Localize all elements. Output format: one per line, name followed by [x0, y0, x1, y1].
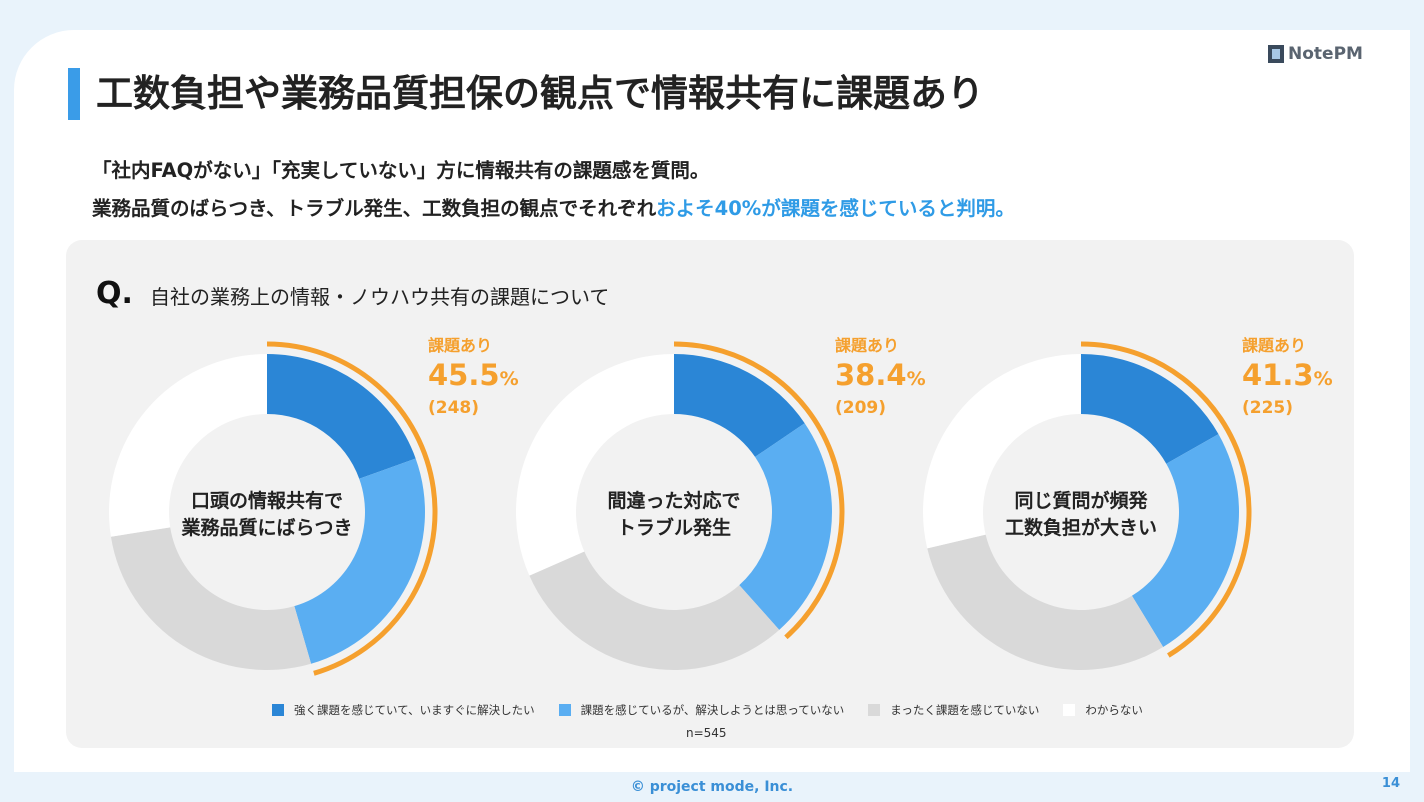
- donut-3-slice-2: [1131, 434, 1239, 647]
- donut-3-highlight-arc: [1080, 341, 1252, 658]
- subtitle-highlight: およそ40%が課題を感じていると判明。: [656, 197, 1015, 220]
- legend: 強く課題を感じていて、いますぐに解決したい 課題を感じているが、解決しようとは思…: [272, 702, 1167, 718]
- annotation-unit: %: [499, 368, 519, 390]
- donut-1-slice-1: [267, 354, 416, 479]
- legend-item: まったく課題を感じていない: [868, 702, 1039, 718]
- annotation-value: 41.3: [1242, 358, 1314, 392]
- title-accent-bar: [68, 68, 80, 120]
- annotation-percent: 38.4%: [835, 356, 926, 398]
- annotation-chart-1: 課題あり 45.5% (248): [428, 332, 519, 418]
- logo-text: NotePM: [1288, 44, 1363, 64]
- donut-3-slice-4: [923, 354, 1081, 549]
- donut-2-slice-3: [529, 551, 780, 671]
- annotation-label: 課題あり: [1242, 336, 1307, 355]
- center-label-line: 工数負担が大きい: [1004, 517, 1157, 539]
- annotation-label: 課題あり: [428, 336, 493, 355]
- annotation-chart-3: 課題あり 41.3% (225): [1242, 332, 1333, 418]
- donut-1-slice-3: [110, 527, 312, 670]
- donut-1-highlight-arc: [266, 341, 438, 676]
- donut-2-highlight-arc: [673, 341, 845, 640]
- center-label-chart-2: 間違った対応で トラブル発生: [564, 488, 784, 542]
- annotation-label: 課題あり: [835, 336, 900, 355]
- annotation-unit: %: [1313, 368, 1333, 390]
- legend-item: わからない: [1063, 702, 1143, 718]
- annotation-value: 45.5: [428, 358, 500, 392]
- annotation-count: (225): [1242, 398, 1294, 418]
- legend-label: 強く課題を感じていて、いますぐに解決したい: [294, 703, 535, 717]
- center-label-line: トラブル発生: [616, 517, 731, 539]
- center-label-line: 口頭の情報共有で: [190, 490, 343, 512]
- donut-3-slice-3: [927, 534, 1164, 670]
- legend-label: まったく課題を感じていない: [890, 703, 1040, 717]
- center-label-chart-3: 同じ質問が頻発 工数負担が大きい: [971, 488, 1191, 542]
- legend-item: 強く課題を感じていて、いますぐに解決したい: [272, 702, 535, 718]
- center-label-line: 同じ質問が頻発: [1014, 490, 1148, 512]
- page-number: 14: [1381, 776, 1400, 791]
- donut-2-slice-1: [674, 354, 805, 457]
- donut-3-slice-1: [1081, 354, 1219, 464]
- annotation-percent: 45.5%: [428, 356, 519, 398]
- legend-label: 課題を感じているが、解決しようとは思っていない: [580, 703, 845, 717]
- question-mark: Q.: [96, 276, 133, 311]
- legend-swatch: [1063, 704, 1076, 716]
- center-label-chart-1: 口頭の情報共有で 業務品質にばらつき: [157, 488, 377, 542]
- notepm-logo-icon: [1268, 45, 1284, 63]
- donut-2-slice-4: [516, 354, 674, 576]
- annotation-unit: %: [906, 368, 926, 390]
- donut-2-slice-2: [739, 423, 832, 630]
- legend-swatch: [558, 704, 571, 716]
- legend-label: わからない: [1085, 703, 1143, 717]
- legend-item: 課題を感じているが、解決しようとは思っていない: [558, 702, 845, 718]
- subtitle-line-1: 「社内FAQがない」「充実していない」方に情報共有の課題感を質問。: [92, 159, 710, 182]
- legend-swatch: [272, 704, 284, 716]
- donut-1-slice-2: [294, 458, 425, 664]
- notepm-logo: NotePM: [1268, 44, 1363, 64]
- copyright: © project mode, Inc.: [630, 779, 794, 795]
- donut-1-slice-4: [109, 354, 267, 537]
- subtitle-line-2: 業務品質のばらつき、トラブル発生、工数負担の観点でそれぞれおよそ40%が課題を感…: [92, 192, 1015, 221]
- center-label-line: 業務品質にばらつき: [181, 517, 353, 539]
- question-text: 自社の業務上の情報・ノウハウ共有の課題について: [150, 285, 610, 309]
- sample-size: n=545: [686, 726, 727, 740]
- center-label-line: 間違った対応で: [607, 490, 741, 512]
- annotation-count: (248): [428, 398, 480, 418]
- legend-swatch: [868, 704, 881, 716]
- annotation-count: (209): [835, 398, 887, 418]
- annotation-value: 38.4: [835, 358, 907, 392]
- page-title: 工数負担や業務品質担保の観点で情報共有に課題あり: [96, 72, 984, 115]
- annotation-chart-2: 課題あり 38.4% (209): [835, 332, 926, 418]
- subtitle-line-2-plain: 業務品質のばらつき、トラブル発生、工数負担の観点でそれぞれ: [92, 197, 657, 220]
- annotation-percent: 41.3%: [1242, 356, 1333, 398]
